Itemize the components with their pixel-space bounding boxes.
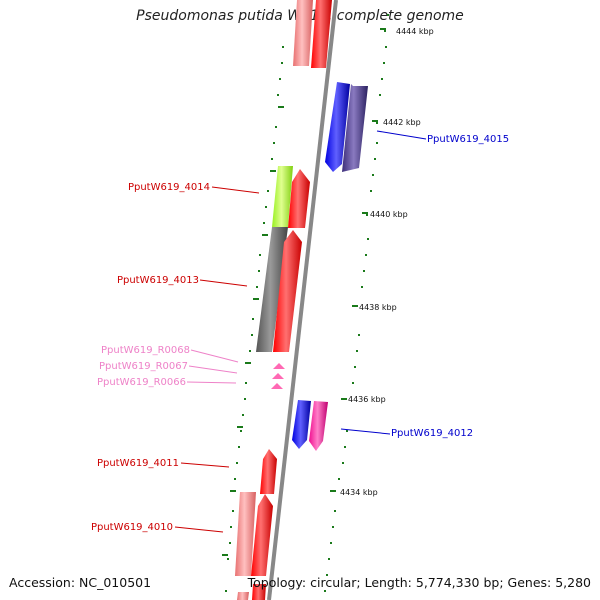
label-4013[interactable]: PputW619_4013 xyxy=(117,275,199,286)
label-4011[interactable]: PputW619_4011 xyxy=(97,458,179,469)
accession-text: Accession: NC_010501 xyxy=(9,575,152,590)
gene-red-4014 xyxy=(288,169,310,228)
gene-gray-4013 xyxy=(256,227,288,352)
gene-red-bottom xyxy=(252,584,266,600)
gene-blue-4012 xyxy=(292,400,311,449)
rna-r0068 xyxy=(273,363,285,369)
leader-r0068 xyxy=(190,349,239,363)
gene-red-4013 xyxy=(273,230,302,352)
tick-label-4436: 4436 kbp xyxy=(348,395,386,404)
leader-4015 xyxy=(376,130,427,140)
rna-r0066 xyxy=(271,383,283,389)
gene-light-red-bottom xyxy=(237,592,249,600)
outer-dotted-ring xyxy=(324,14,389,592)
label-r0068[interactable]: PputW619_R0068 xyxy=(101,345,190,356)
gene-blue-4015 xyxy=(325,82,350,172)
gene-light-red-4010 xyxy=(235,492,256,576)
gene-purple-4015b xyxy=(342,84,368,172)
leader-r0066 xyxy=(186,381,237,384)
tick-label-4444: 4444 kbp xyxy=(396,27,434,36)
leader-4014 xyxy=(211,186,260,194)
tick-label-4442: 4442 kbp xyxy=(383,118,421,127)
leader-4010 xyxy=(174,526,224,533)
genome-summary-text: Topology: circular; Length: 5,774,330 bp… xyxy=(247,575,591,590)
leader-4012 xyxy=(340,428,391,435)
label-4012[interactable]: PputW619_4012 xyxy=(391,428,473,439)
leader-4011 xyxy=(180,462,230,468)
leader-4013 xyxy=(199,279,248,287)
gene-lime-4014 xyxy=(272,166,293,227)
gene-red-4011 xyxy=(260,449,277,494)
rna-r0067 xyxy=(272,373,284,379)
tick-label-4440: 4440 kbp xyxy=(370,210,408,219)
gene-red-4010 xyxy=(251,494,273,576)
inner-dotted-ring xyxy=(222,46,284,592)
label-4015[interactable]: PputW619_4015 xyxy=(427,134,509,145)
label-4010[interactable]: PputW619_4010 xyxy=(91,522,173,533)
genome-backbone xyxy=(267,0,338,600)
leader-r0067 xyxy=(188,365,238,374)
gene-pink-4012b xyxy=(309,401,328,451)
tick-label-4434: 4434 kbp xyxy=(340,488,378,497)
tick-label-4438: 4438 kbp xyxy=(359,303,397,312)
label-r0066[interactable]: PputW619_R0066 xyxy=(97,377,186,388)
gene-light-red-top xyxy=(293,0,313,66)
label-r0067[interactable]: PputW619_R0067 xyxy=(99,361,188,372)
label-4014[interactable]: PputW619_4014 xyxy=(128,182,210,193)
gene-red-top xyxy=(311,0,332,68)
